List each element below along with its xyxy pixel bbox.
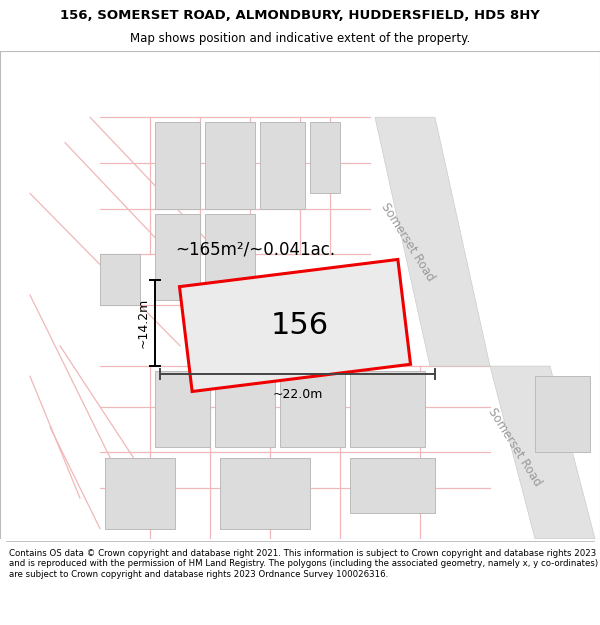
- Polygon shape: [215, 371, 275, 448]
- Text: ~22.0m: ~22.0m: [272, 388, 323, 401]
- Polygon shape: [350, 371, 425, 448]
- Polygon shape: [205, 122, 255, 209]
- Polygon shape: [310, 122, 340, 194]
- Polygon shape: [490, 366, 595, 539]
- Text: ~14.2m: ~14.2m: [137, 298, 149, 348]
- Polygon shape: [105, 458, 175, 529]
- Polygon shape: [179, 259, 410, 391]
- Polygon shape: [155, 214, 200, 300]
- Polygon shape: [205, 214, 255, 300]
- Polygon shape: [155, 371, 210, 448]
- Polygon shape: [155, 122, 200, 209]
- Polygon shape: [280, 371, 345, 448]
- Polygon shape: [260, 122, 305, 209]
- Text: Map shows position and indicative extent of the property.: Map shows position and indicative extent…: [130, 32, 470, 45]
- Polygon shape: [350, 458, 435, 513]
- Text: Somerset Road: Somerset Road: [379, 201, 437, 284]
- Polygon shape: [100, 254, 140, 305]
- Text: Contains OS data © Crown copyright and database right 2021. This information is : Contains OS data © Crown copyright and d…: [9, 549, 598, 579]
- Text: 156: 156: [271, 311, 329, 340]
- Polygon shape: [220, 458, 310, 529]
- Polygon shape: [535, 376, 590, 452]
- Text: Somerset Road: Somerset Road: [486, 406, 544, 489]
- Polygon shape: [375, 118, 490, 366]
- Text: 156, SOMERSET ROAD, ALMONDBURY, HUDDERSFIELD, HD5 8HY: 156, SOMERSET ROAD, ALMONDBURY, HUDDERSF…: [60, 9, 540, 22]
- Text: ~165m²/~0.041ac.: ~165m²/~0.041ac.: [175, 240, 335, 258]
